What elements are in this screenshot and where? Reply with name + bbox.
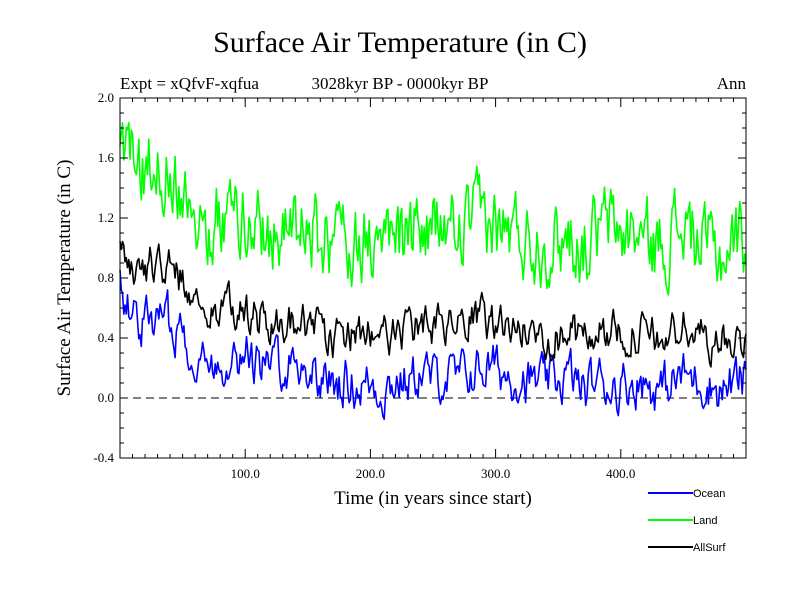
y-tick-label: 0.4 bbox=[98, 330, 115, 345]
series-line-allsurf bbox=[119, 240, 747, 368]
series-line-ocean bbox=[119, 269, 747, 421]
chart-title: Surface Air Temperature (in C) bbox=[213, 26, 587, 59]
y-tick-label: 0.8 bbox=[98, 270, 114, 285]
y-tick-label: 0.0 bbox=[98, 390, 114, 405]
x-tick-label: 100.0 bbox=[231, 466, 260, 481]
plot-frame bbox=[119, 97, 747, 459]
x-axis-label: Time (in years since start) bbox=[334, 488, 532, 509]
season-label: Ann bbox=[716, 74, 746, 93]
y-tick-label: 1.2 bbox=[98, 210, 114, 225]
y-axis-label: Surface Air Temperature (in C) bbox=[54, 160, 75, 397]
period-label: 3028kyr BP - 0000kyr BP bbox=[311, 74, 489, 93]
y-tick-label: -0.4 bbox=[93, 450, 114, 465]
x-tick-label: 400.0 bbox=[606, 466, 635, 481]
legend: Ocean Land AllSurf bbox=[648, 488, 726, 554]
x-tick-label: 200.0 bbox=[356, 466, 385, 481]
x-tick-label: 300.0 bbox=[481, 466, 510, 481]
legend-label-allsurf: AllSurf bbox=[693, 542, 726, 554]
legend-label-land: Land bbox=[693, 515, 717, 527]
y-tick-label: 2.0 bbox=[98, 90, 114, 105]
legend-label-ocean: Ocean bbox=[693, 488, 725, 500]
series-line-land bbox=[119, 121, 747, 296]
experiment-label: Expt = xQfvF-xqfua bbox=[120, 74, 259, 93]
y-tick-label: 1.6 bbox=[98, 150, 115, 165]
